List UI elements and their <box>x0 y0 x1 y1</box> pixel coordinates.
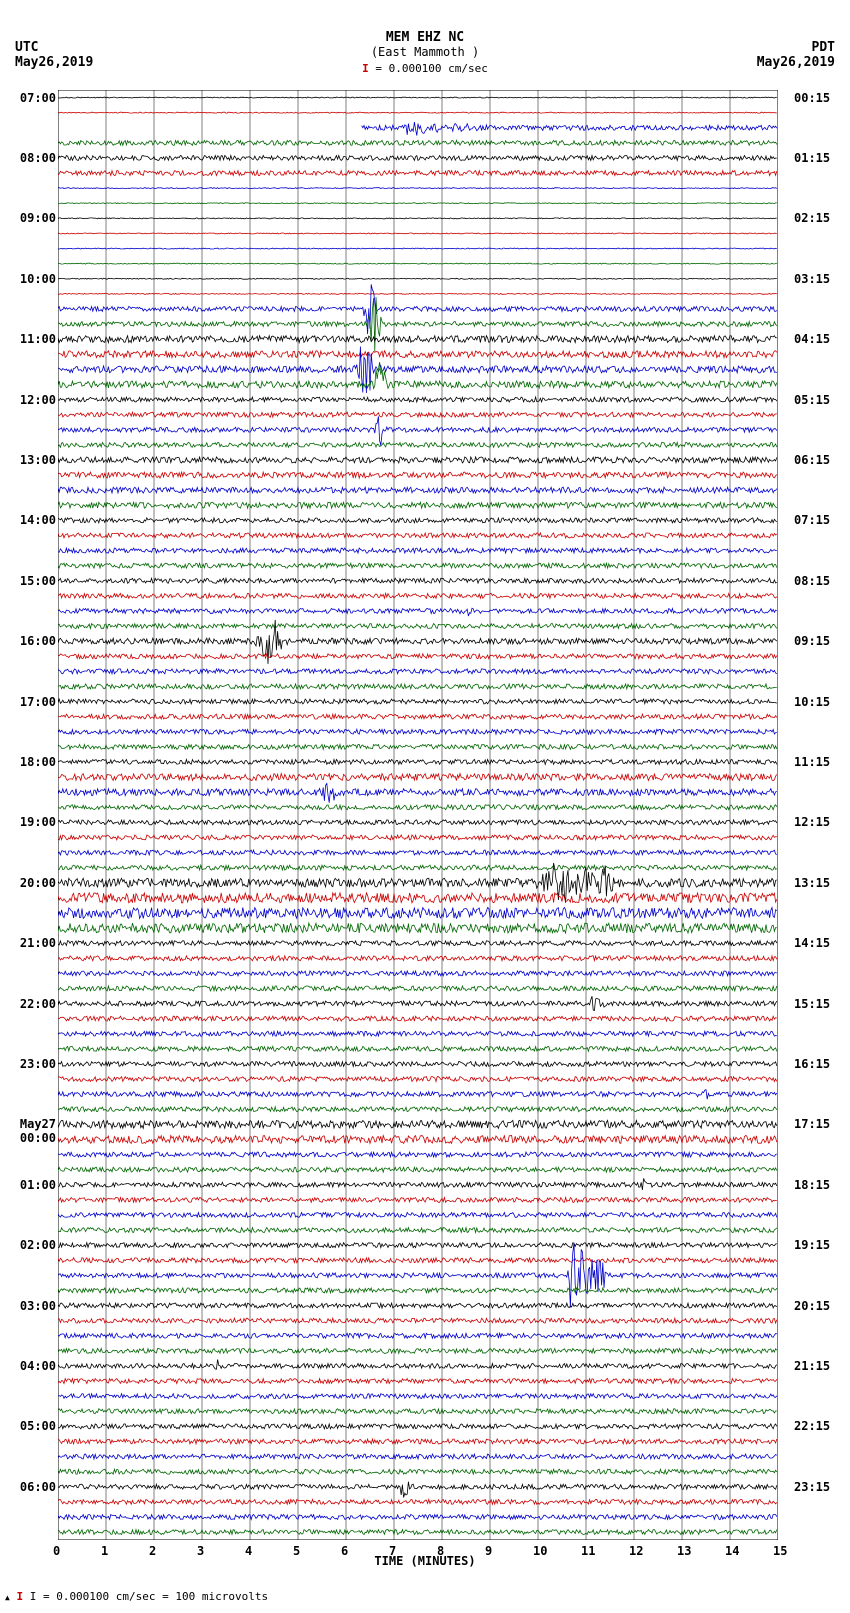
pdt-time-label: 07:15 <box>794 513 830 527</box>
pdt-time-label: 18:15 <box>794 1178 830 1192</box>
pdt-time-label: 04:15 <box>794 332 830 346</box>
utc-time-label: 21:00 <box>20 936 56 950</box>
utc-time-label: May2700:00 <box>20 1117 56 1145</box>
pdt-time-label: 13:15 <box>794 876 830 890</box>
pdt-time-label: 05:15 <box>794 393 830 407</box>
pdt-time-label: 02:15 <box>794 211 830 225</box>
utc-time-label: 22:00 <box>20 997 56 1011</box>
utc-time-label: 01:00 <box>20 1178 56 1192</box>
utc-time-label: 14:00 <box>20 513 56 527</box>
pdt-time-label: 06:15 <box>794 453 830 467</box>
pdt-time-label: 16:15 <box>794 1057 830 1071</box>
pdt-time-label: 11:15 <box>794 755 830 769</box>
chart-title: MEM EHZ NC <box>0 30 850 45</box>
utc-time-labels: 07:00 08:00 09:00 10:00 11:00 12:00 13:00 14:00… <box>12 90 56 1540</box>
pdt-time-label: 23:15 <box>794 1480 830 1494</box>
utc-time-label: 18:00 <box>20 755 56 769</box>
pdt-time-label: 09:15 <box>794 634 830 648</box>
footer-scale: ▲ I I = 0.000100 cm/sec = 100 microvolts <box>5 1590 268 1603</box>
pdt-time-label: 12:15 <box>794 815 830 829</box>
utc-time-label: 12:00 <box>20 393 56 407</box>
utc-time-label: 03:00 <box>20 1299 56 1313</box>
utc-time-label: 20:00 <box>20 876 56 890</box>
utc-time-label: 13:00 <box>20 453 56 467</box>
utc-time-label: 23:00 <box>20 1057 56 1071</box>
pdt-time-label: 22:15 <box>794 1419 830 1433</box>
pdt-time-label: 03:15 <box>794 272 830 286</box>
pdt-time-label: 01:15 <box>794 151 830 165</box>
pdt-time-label: 00:15 <box>794 91 830 105</box>
utc-time-label: 15:00 <box>20 574 56 588</box>
scale-legend: I = 0.000100 cm/sec <box>0 62 850 75</box>
utc-time-label: 11:00 <box>20 332 56 346</box>
pdt-time-label: 19:15 <box>794 1238 830 1252</box>
pdt-time-label: 15:15 <box>794 997 830 1011</box>
utc-time-label: 10:00 <box>20 272 56 286</box>
utc-time-label: 02:00 <box>20 1238 56 1252</box>
utc-time-label: 19:00 <box>20 815 56 829</box>
pdt-time-label: 10:15 <box>794 695 830 709</box>
utc-time-label: 04:00 <box>20 1359 56 1373</box>
pdt-time-label: 21:15 <box>794 1359 830 1373</box>
pdt-time-labels: 00:15 01:15 02:15 03:15 04:15 05:15 06:15 07:15… <box>794 90 838 1540</box>
pdt-time-label: 20:15 <box>794 1299 830 1313</box>
utc-time-label: 16:00 <box>20 634 56 648</box>
pdt-time-label: 08:15 <box>794 574 830 588</box>
utc-time-label: 05:00 <box>20 1419 56 1433</box>
utc-time-label: 17:00 <box>20 695 56 709</box>
utc-time-label: 06:00 <box>20 1480 56 1494</box>
pdt-time-label: 14:15 <box>794 936 830 950</box>
chart-subtitle: (East Mammoth ) <box>0 45 850 59</box>
utc-time-label: 07:00 <box>20 91 56 105</box>
x-axis-label: TIME (MINUTES) <box>0 1554 850 1568</box>
utc-time-label: 09:00 <box>20 211 56 225</box>
pdt-time-label: 17:15 <box>794 1117 830 1131</box>
seismogram-container: UTC May26,2019 PDT May26,2019 MEM EHZ NC… <box>0 0 850 1613</box>
utc-time-label: 08:00 <box>20 151 56 165</box>
seismogram-plot: 0123456789101112131415 <box>58 90 778 1540</box>
seismogram-svg <box>58 90 778 1540</box>
